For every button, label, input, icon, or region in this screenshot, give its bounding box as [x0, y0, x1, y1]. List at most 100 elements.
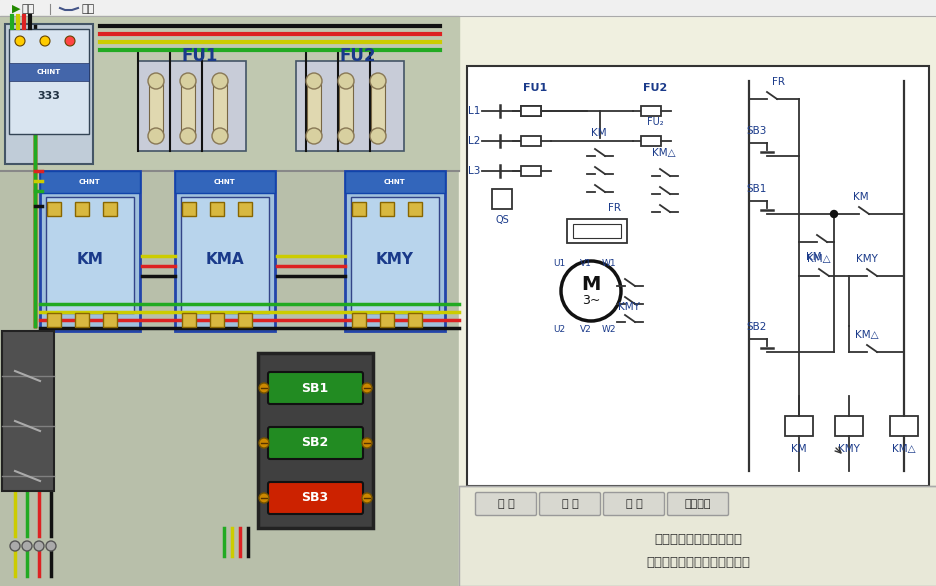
Text: FR: FR [771, 77, 784, 87]
Bar [138, 61, 246, 151]
Bar [47, 202, 61, 216]
Text: V1: V1 [579, 258, 592, 267]
Text: KM△: KM△ [855, 330, 878, 340]
Circle shape [306, 128, 322, 144]
Text: SB3: SB3 [301, 492, 329, 505]
Bar [520, 106, 540, 116]
Text: KM△: KM△ [891, 444, 914, 454]
Circle shape [338, 73, 354, 89]
Bar [491, 189, 511, 209]
Bar [9, 63, 89, 81]
Text: 返回: 返回 [22, 4, 36, 14]
Bar [0, 16, 459, 171]
Text: CHNT: CHNT [384, 179, 405, 185]
Bar [47, 313, 61, 327]
Circle shape [361, 438, 372, 448]
Bar [0, 16, 459, 586]
Bar [149, 81, 163, 136]
Bar [520, 136, 540, 146]
Text: FU1: FU1 [522, 83, 547, 93]
Bar [380, 313, 393, 327]
Bar [182, 313, 196, 327]
Bar [181, 197, 269, 313]
Bar [0, 0, 936, 16]
Circle shape [10, 541, 20, 551]
Bar [352, 313, 366, 327]
Bar [5, 24, 93, 164]
Bar [784, 416, 812, 436]
Bar [210, 313, 224, 327]
Text: SB1: SB1 [301, 381, 329, 394]
Bar [46, 197, 134, 313]
Text: 3~: 3~ [581, 294, 600, 306]
Bar [640, 136, 660, 146]
Text: U2: U2 [552, 325, 564, 333]
FancyBboxPatch shape [603, 492, 664, 516]
Circle shape [180, 128, 196, 144]
Text: FU2: FU2 [340, 47, 376, 65]
Text: KMY: KMY [856, 254, 877, 264]
Text: W2: W2 [601, 325, 616, 333]
Bar [459, 16, 936, 586]
Text: CHNT: CHNT [214, 179, 236, 185]
Text: SB2: SB2 [301, 437, 329, 449]
Text: 333: 333 [37, 91, 61, 101]
Bar [459, 486, 936, 586]
Text: FR: FR [607, 203, 621, 213]
Bar [573, 224, 621, 238]
Bar [181, 81, 195, 136]
Bar [238, 313, 252, 327]
Circle shape [40, 36, 50, 46]
Bar [40, 171, 139, 193]
Text: ▶: ▶ [12, 4, 21, 14]
Bar [182, 202, 196, 216]
Bar [40, 171, 139, 331]
FancyBboxPatch shape [539, 492, 600, 516]
Circle shape [361, 493, 372, 503]
Bar [520, 166, 540, 176]
Text: KM: KM [591, 128, 607, 138]
Bar [75, 202, 89, 216]
Bar [257, 353, 373, 528]
FancyBboxPatch shape [268, 482, 362, 514]
Text: M: M [580, 274, 600, 294]
Bar [238, 202, 252, 216]
Circle shape [148, 128, 164, 144]
Circle shape [370, 128, 386, 144]
Circle shape [212, 128, 227, 144]
Circle shape [561, 261, 621, 321]
Bar [339, 81, 353, 136]
Bar [175, 171, 274, 193]
Text: 帮助: 帮助 [82, 4, 95, 14]
Bar [407, 202, 421, 216]
Text: L3: L3 [467, 166, 479, 176]
Bar [520, 106, 540, 116]
Text: 保 存: 保 存 [561, 499, 578, 509]
Text: QS: QS [494, 215, 508, 225]
Bar [344, 171, 445, 193]
Circle shape [212, 73, 227, 89]
Text: 操作提示: 操作提示 [684, 499, 710, 509]
Bar [103, 313, 117, 327]
Bar [307, 81, 321, 136]
Circle shape [65, 36, 75, 46]
Circle shape [15, 36, 25, 46]
Bar [344, 171, 445, 331]
Circle shape [361, 383, 372, 393]
Text: KM: KM [77, 251, 103, 267]
Bar [640, 106, 660, 116]
Bar [834, 416, 862, 436]
Circle shape [829, 210, 837, 217]
Bar [212, 81, 227, 136]
Text: 请按照原理图中给出的先
后顺序在实物图中连接导线。: 请按照原理图中给出的先 后顺序在实物图中连接导线。 [645, 533, 749, 569]
Text: W1: W1 [601, 258, 616, 267]
Circle shape [258, 493, 269, 503]
FancyBboxPatch shape [268, 427, 362, 459]
Bar [407, 313, 421, 327]
FancyBboxPatch shape [666, 492, 727, 516]
Circle shape [180, 73, 196, 89]
FancyBboxPatch shape [268, 372, 362, 404]
Text: SB1: SB1 [746, 184, 767, 194]
Bar [380, 202, 393, 216]
Text: KM: KM [853, 192, 868, 202]
